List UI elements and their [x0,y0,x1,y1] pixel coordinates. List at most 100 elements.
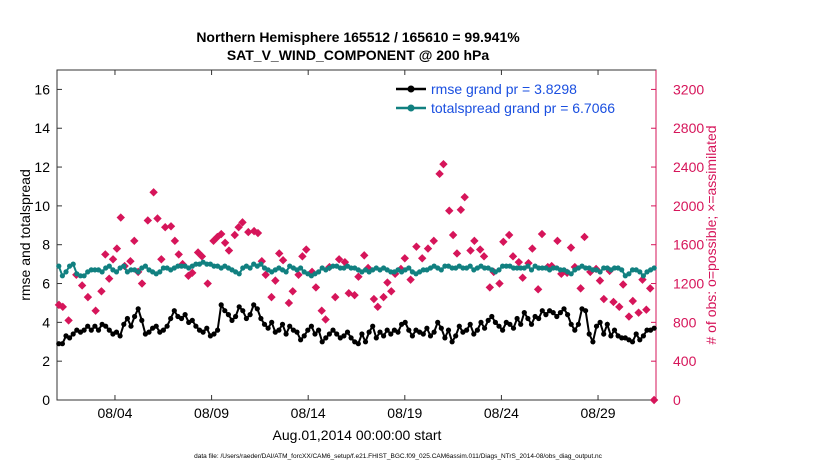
y-right-tick-label: 1600 [673,237,704,253]
obs-count-point [373,302,382,312]
obs-count-point [638,275,647,284]
rmse-point [298,337,304,343]
rmse-point [478,319,484,325]
obs-count-point [350,290,359,300]
totalspread-point [63,269,69,275]
obs-count-point [244,227,253,237]
totalspread-point [640,273,647,279]
rmse-point [514,315,520,322]
x-axis: 08/04 08/09 08/14 08/19 08/24 08/29 [97,70,616,421]
rmse-point [521,310,527,316]
rmse-point [319,339,325,345]
y-left-tick-label: 0 [42,392,50,408]
totalspread-point [597,269,603,275]
rmse-point [265,325,271,331]
rmse-point [312,331,318,337]
rmse-point [572,327,578,333]
obs-count-point [518,273,527,282]
obs-count-point [166,222,176,231]
obs-count-point [275,249,284,258]
obs-count-point [379,292,388,302]
obs-count-point [360,251,369,260]
rmse-point [601,331,607,337]
rmse-point [323,335,329,341]
chart-title-line2: SAT_V_WIND_COMPONENT @ 200 hPa [227,47,490,63]
obs-count-point [217,229,226,239]
rmse-point [565,312,571,318]
rmse-point [593,323,600,329]
obs-count-point [354,272,363,281]
obs-count-point [435,169,444,179]
x-axis-label: Aug.01,2014 00:00:00 start [273,427,442,443]
y-left-tick-label: 8 [42,237,50,253]
x-tick-label: 08/14 [291,405,326,421]
y-left-tick-label: 6 [42,276,50,292]
rmse-point [121,321,127,327]
totalspread-point [420,267,426,273]
totalspread-point [330,263,336,269]
obs-count-point [618,280,628,289]
totalspread-point [568,271,574,277]
rmse-point [225,312,231,318]
rmse-point [233,313,239,320]
y-left-tick-label: 16 [34,81,50,97]
rmse-point [644,327,650,333]
obs-count-point [470,236,479,246]
obs-count-point [317,306,326,315]
totalspread-point [77,273,84,279]
obs-count-point [188,268,197,278]
obs-count-point [615,302,624,312]
rmse-point [204,325,210,331]
rmse-point [456,323,462,329]
obs-count-point [646,284,655,293]
obs-count-point [417,254,427,263]
rmse-point [283,331,289,337]
rmse-point [294,329,300,335]
obs-count-point [311,283,321,292]
obs-count-point [495,279,504,288]
rmse-point [182,312,188,318]
y-axis-left-label: rmse and totalspread [17,169,33,301]
obs-count-point [108,255,118,264]
rmse-point [366,329,372,335]
rmse-point [215,327,221,333]
rmse-point [629,339,636,345]
rmse-point [453,333,459,339]
rmse-point [171,308,177,314]
totalspread-point [438,267,444,273]
totalspread-point [175,263,181,269]
obs-count-point [369,294,379,304]
rmse-point [218,302,224,308]
rmse-point [510,325,517,331]
rmse-point [608,333,614,339]
obs-count-point [609,297,618,307]
obs-count-point [387,287,396,296]
obs-count-point [238,218,247,227]
x-tick-label: 08/19 [387,405,422,421]
legend-rmse-marker [407,85,415,93]
y-right-tick-label: 2400 [673,159,704,175]
obs-count-point [302,245,311,254]
totalspread-point [247,265,253,271]
totalspread-point [236,271,242,277]
rmse-point [258,315,264,322]
totalspread-point [106,263,112,269]
rmse-point [442,335,448,341]
rmse-point [557,310,564,316]
totalspread-point [142,263,148,269]
obs-count-point [116,213,125,222]
rmse-point [409,333,415,339]
rmse-point [308,323,314,329]
rmse-point [406,327,412,333]
obs-count-point [174,250,183,259]
rmse-point [485,317,491,323]
rmse-point [95,327,102,333]
rmse-point [431,329,437,335]
obs-count-point [267,292,276,302]
obs-count-point [104,274,114,283]
totalspread-point [583,265,589,271]
totalspread-point [211,263,217,269]
y-right-tick-label: 0 [673,392,681,408]
obs-count-point [149,188,158,197]
